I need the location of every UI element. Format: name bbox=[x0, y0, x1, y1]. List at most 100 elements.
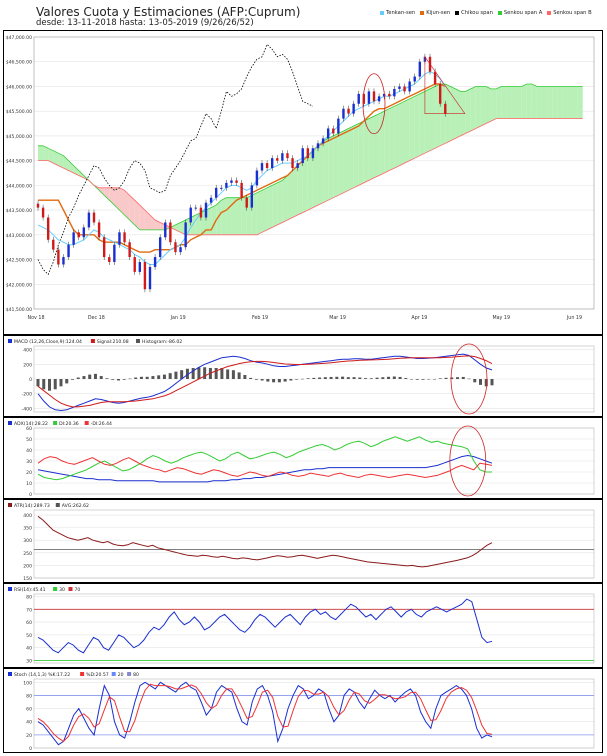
candle-up bbox=[148, 266, 152, 290]
rsi-y-tick-label: 50 bbox=[26, 633, 32, 639]
atr-line bbox=[37, 515, 493, 568]
candle-down bbox=[123, 232, 126, 243]
candle-up bbox=[220, 187, 223, 189]
macd-histogram-bar bbox=[197, 367, 201, 379]
candle-up bbox=[204, 202, 208, 218]
macd-histogram-bar bbox=[473, 379, 477, 383]
legend-senkou-a-swatch bbox=[497, 11, 502, 15]
candle-up bbox=[214, 187, 218, 198]
ichimoku-cloud-segment bbox=[144, 210, 150, 230]
stoch-y-tick-label: 80 bbox=[26, 693, 32, 699]
ichimoku-cloud-segment bbox=[491, 88, 497, 122]
ichimoku-cloud-segment bbox=[343, 128, 349, 193]
ichimoku-cloud-segment bbox=[435, 83, 441, 149]
main-y-tick-label: $42,500.00 bbox=[6, 258, 32, 264]
macd-y-tick-label: 200 bbox=[23, 362, 32, 368]
stoch-y-tick-label: 0 bbox=[29, 746, 32, 752]
ichimoku-cloud-segment bbox=[430, 86, 436, 151]
ichimoku-cloud-segment bbox=[384, 108, 390, 173]
ichimoku-cloud-segment bbox=[272, 182, 278, 228]
candle-up bbox=[189, 207, 192, 223]
ichimoku-cloud-segment bbox=[312, 145, 318, 208]
legend-tenkan: Tenkan-sen bbox=[380, 10, 415, 16]
ichimoku-cloud-segment bbox=[501, 86, 507, 119]
rsi-y-tick-label: 60 bbox=[26, 620, 32, 626]
macd-histogram-bar bbox=[398, 376, 402, 379]
adx-chart: 60 50 40 30 20 10 0 ADX(14):28.22 DI:20.36 -DI:26… bbox=[8, 421, 595, 498]
candle-up bbox=[342, 108, 345, 119]
macd-histogram-bar bbox=[479, 379, 483, 385]
candle-up bbox=[311, 148, 315, 159]
ichimoku-cloud-segment bbox=[486, 86, 492, 124]
ichimoku-cloud-segment bbox=[221, 197, 227, 235]
annotation-triangle bbox=[424, 55, 466, 114]
stoch-y-tick-label: 100 bbox=[23, 680, 32, 686]
legend-chikou-swatch bbox=[455, 11, 460, 15]
macd-histogram-bar bbox=[415, 379, 419, 380]
ichimoku-cloud-segment bbox=[465, 88, 471, 134]
macd-histogram-bar bbox=[266, 379, 270, 382]
candle-down bbox=[174, 242, 177, 253]
macd-y-tick-label: -400 bbox=[22, 406, 33, 412]
macd-legend-label: Histogram:-86.02 bbox=[142, 339, 182, 345]
ichimoku-cloud-segment bbox=[114, 187, 120, 211]
candle-down bbox=[372, 91, 376, 102]
rsi-legend-label: 70 bbox=[75, 587, 81, 593]
ichimoku-cloud-segment bbox=[170, 224, 176, 230]
macd-histogram-bar bbox=[318, 377, 322, 379]
candle-down bbox=[388, 93, 391, 97]
candle-up bbox=[67, 244, 70, 258]
ichimoku-cloud-segment bbox=[409, 96, 415, 161]
ichimoku-cloud-segment bbox=[348, 126, 354, 191]
legend-chikou: Chikou span bbox=[455, 10, 493, 16]
macd-histogram-bar bbox=[369, 378, 373, 379]
macd-histogram-bar bbox=[220, 368, 224, 379]
main-y-tick-label: $43,000.00 bbox=[6, 233, 32, 239]
macd-histogram-bar bbox=[295, 379, 299, 380]
main-plot-area bbox=[33, 36, 595, 310]
ichimoku-cloud-segment bbox=[256, 190, 262, 235]
main-x-tick-label: Mar 19 bbox=[329, 315, 346, 321]
adx-legend-swatch bbox=[53, 421, 58, 425]
ichimoku-cloud-segment bbox=[526, 83, 532, 119]
main-x-tick-label: Nov 18 bbox=[28, 315, 45, 321]
candle-up bbox=[398, 86, 401, 89]
candle-down bbox=[444, 103, 447, 114]
legend-kijun: Kijun-sen bbox=[420, 10, 450, 16]
macd-histogram-bar bbox=[76, 377, 80, 379]
ichimoku-cloud-segment bbox=[557, 86, 563, 119]
stoch-legend-swatch bbox=[8, 672, 12, 676]
candle-up bbox=[230, 180, 233, 183]
ichimoku-cloud-segment bbox=[282, 175, 288, 223]
candle-down bbox=[291, 158, 294, 169]
ichimoku-cloud-segment bbox=[547, 86, 553, 119]
adx-line bbox=[37, 454, 493, 483]
macd-histogram-bar bbox=[335, 376, 339, 379]
main-x-tick-label: May 19 bbox=[492, 315, 510, 321]
macd-histogram-bar bbox=[410, 379, 414, 380]
adx-legend-label: DI:20.36 bbox=[59, 421, 79, 427]
stoch-plot-area bbox=[33, 678, 595, 749]
main-x-tick-label: Dec 18 bbox=[88, 315, 105, 321]
rsi-y-tick-label: 70 bbox=[26, 607, 32, 613]
main-price-chart: $41,500.00 $42,000.00 $42,500.00 $43,000.00… bbox=[6, 35, 595, 321]
macd-chart: 400 200 0 -200 -400 MACD (12,26,Close,9):124.… bbox=[8, 339, 595, 415]
chart-header: Valores Cuota y Estimaciones (AFP:Cuprum… bbox=[6, 2, 606, 32]
candle-down bbox=[438, 83, 442, 104]
atr-panel: 400 350 300 250 200 150 ATR(14):289.73 AVG:262.… bbox=[3, 499, 603, 583]
atr-y-tick-label: 300 bbox=[23, 538, 32, 544]
adx-panel: 60 50 40 30 20 10 0 ADX(14):28.22 DI:20.36 -DI:26… bbox=[3, 417, 603, 499]
ichimoku-cloud-segment bbox=[134, 200, 140, 230]
macd-histogram-bar bbox=[134, 377, 138, 379]
ichimoku-cloud-segment bbox=[475, 86, 481, 129]
macd-histogram-bar bbox=[421, 379, 425, 380]
atr-y-tick-label: 350 bbox=[23, 526, 32, 532]
candle-up bbox=[326, 128, 330, 139]
rsi-legend-label: RSI(14):45.41 bbox=[14, 587, 46, 593]
macd-histogram-bar bbox=[145, 376, 149, 379]
candle-up bbox=[225, 182, 228, 188]
main-y-tick-label: $44,000.00 bbox=[6, 183, 32, 189]
ichimoku-cloud-segment bbox=[226, 197, 232, 235]
ichimoku-cloud-segment bbox=[165, 224, 171, 230]
macd-histogram-bar bbox=[461, 376, 465, 379]
